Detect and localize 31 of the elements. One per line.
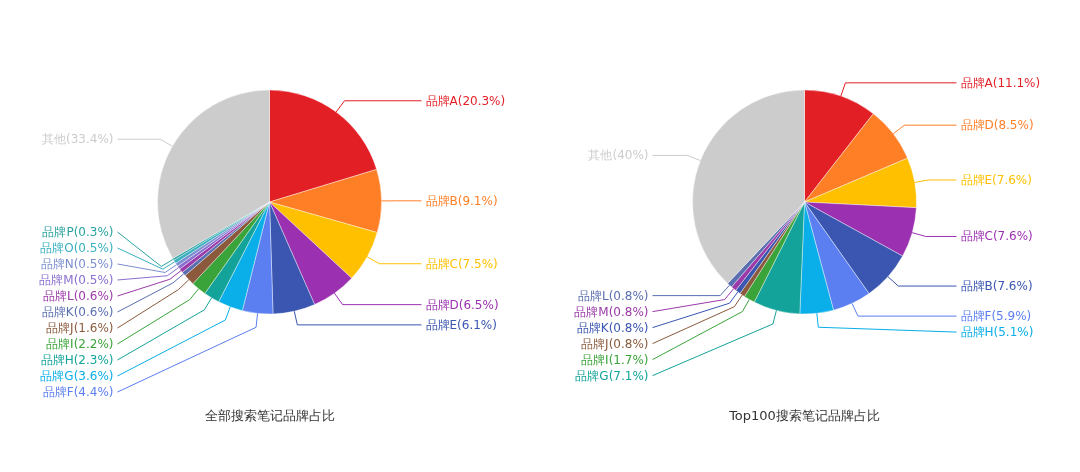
slice-label: 品牌A(11.1%): [960, 75, 1041, 90]
slice-label: 品牌H(5.1%): [960, 325, 1034, 340]
slice-label: 品牌E(6.1%): [425, 317, 497, 332]
slice-label: 品牌D(6.5%): [425, 297, 499, 312]
slice-label: 品牌E(7.6%): [960, 172, 1032, 187]
slice-label: 品牌J(0.8%): [581, 336, 649, 351]
text: Top100搜索笔记品牌占比: [728, 408, 880, 423]
slice-label: 品牌M(0.5%): [39, 273, 114, 287]
slice-label: 品牌G(3.6%): [40, 369, 114, 383]
slice-label: 品牌M(0.8%): [574, 304, 649, 319]
slice-label: 品牌B(7.6%): [960, 279, 1033, 294]
slice-label: 品牌N(0.5%): [40, 257, 114, 271]
slice-label: 品牌C(7.6%): [960, 229, 1033, 244]
text: 全部搜索笔记品牌占比: [204, 408, 335, 423]
slice-label: 品牌F(4.4%): [42, 385, 114, 399]
slice-label: 品牌O(0.5%): [40, 241, 114, 255]
slice-label: 品牌K(0.6%): [41, 305, 114, 319]
slice-label: 品牌F(5.9%): [960, 309, 1032, 324]
slice-label: 品牌D(8.5%): [960, 118, 1034, 133]
slice-label: 品牌J(1.6%): [46, 321, 114, 335]
slice-label: 品牌G(7.1%): [575, 368, 649, 383]
slice-label: 品牌I(2.2%): [46, 337, 114, 351]
slice-label: 品牌L(0.6%): [42, 289, 114, 303]
slice-label: 品牌C(7.5%): [425, 256, 498, 271]
slice-label: 品牌P(0.3%): [42, 225, 114, 239]
slice-label: 品牌H(2.3%): [40, 353, 114, 367]
slice-label: 品牌L(0.8%): [577, 288, 649, 303]
slice-label: 品牌B(9.1%): [425, 193, 498, 208]
slice-label: 品牌A(20.3%): [425, 93, 506, 108]
slice-label: 品牌K(0.8%): [576, 320, 649, 335]
slice-label: 品牌I(1.7%): [581, 352, 649, 367]
